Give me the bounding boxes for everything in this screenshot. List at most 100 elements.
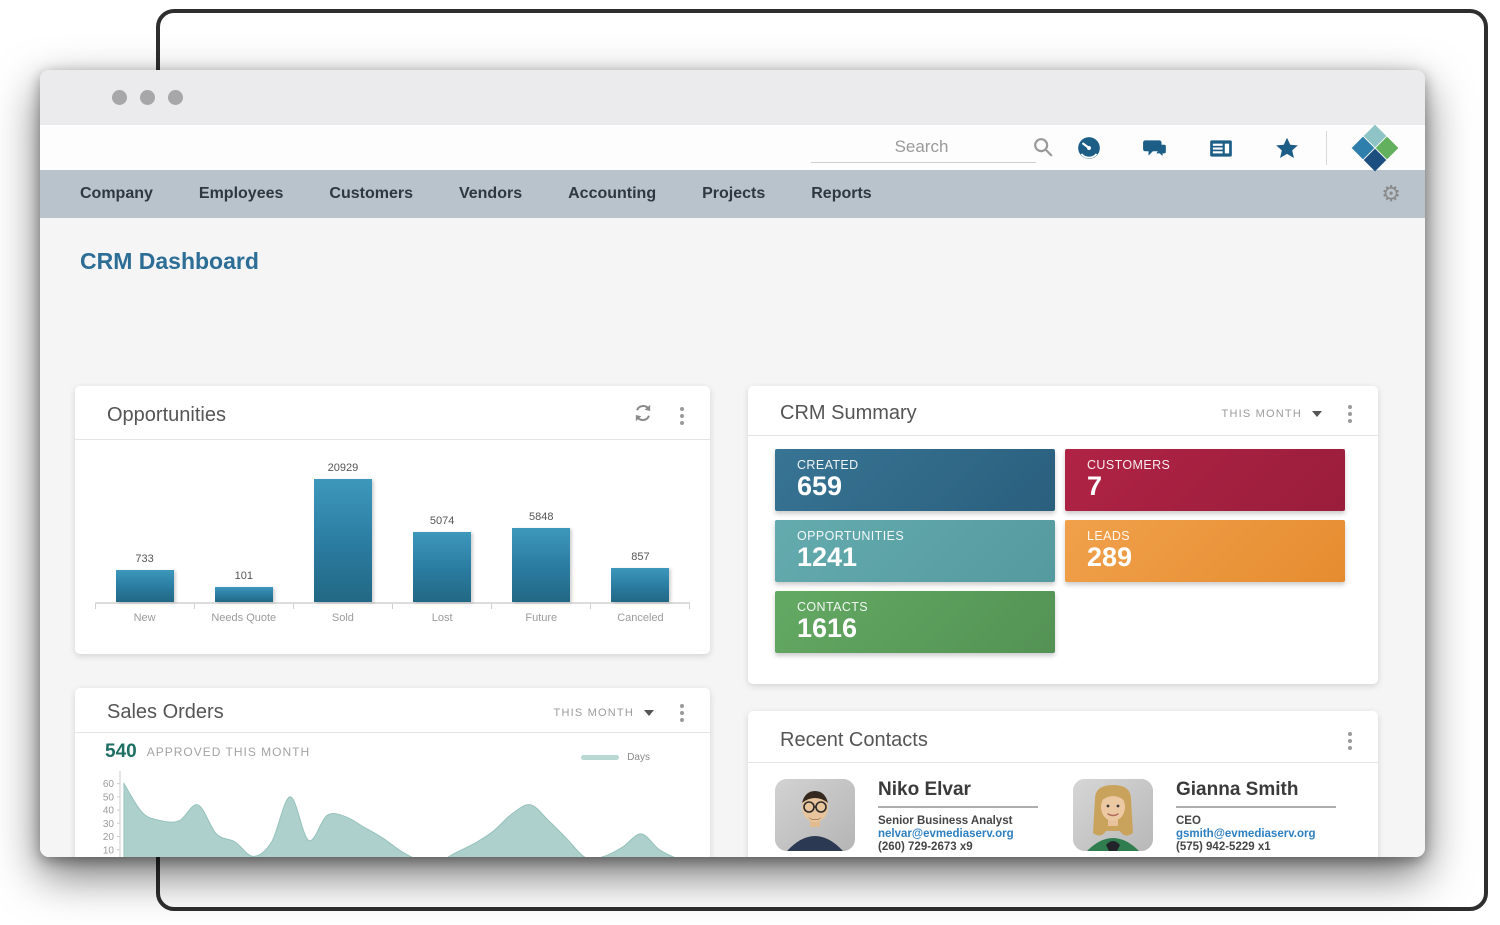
period-dropdown[interactable]: THIS MONTH xyxy=(554,707,654,719)
category-label: Sold xyxy=(331,612,354,624)
contact-item: Gianna Smith CEO gsmith@evmediaserv.org … xyxy=(1073,779,1371,853)
search-icon[interactable] xyxy=(1032,134,1054,160)
bar xyxy=(313,479,372,602)
window-control-dot[interactable] xyxy=(140,90,155,105)
category-label: New xyxy=(133,612,156,624)
area-chart-svg: 1020304050601234567891011121314151617181… xyxy=(103,771,675,857)
category-label: Needs Quote xyxy=(211,612,277,624)
category-label: Future xyxy=(525,612,558,624)
bar xyxy=(115,570,174,602)
tile-created[interactable]: CREATED 659 xyxy=(775,449,1055,511)
bar xyxy=(611,568,670,602)
legend-swatch xyxy=(581,754,620,760)
menu-item-reports[interactable]: Reports xyxy=(811,185,872,202)
kebab-menu-icon[interactable] xyxy=(676,405,688,427)
chat-icon[interactable] xyxy=(1142,135,1168,161)
recent-contacts-title: Recent Contacts xyxy=(780,729,928,751)
topbar-divider xyxy=(1326,130,1327,165)
bar-value-label: 5848 xyxy=(529,511,554,523)
bar-slot: 20929 xyxy=(293,462,392,602)
opportunities-bar-chart: 733 101 20929 5074 5848 857 New Needs Quote Sol… xyxy=(75,440,710,624)
recent-contacts-card: Recent Contacts Niko Elvar Senior Busin xyxy=(748,711,1378,857)
tile-leads[interactable]: LEADS 289 xyxy=(1065,520,1345,582)
bar-slot: 101 xyxy=(194,570,293,602)
area-series xyxy=(123,781,675,857)
tile-value: 7 xyxy=(1087,471,1103,501)
tile-value: 659 xyxy=(797,471,843,501)
news-icon[interactable] xyxy=(1208,135,1234,161)
x-axis xyxy=(95,602,690,609)
tile-customers[interactable]: CUSTOMERS 7 xyxy=(1065,449,1345,511)
menu-item-vendors[interactable]: Vendors xyxy=(458,185,523,202)
window-control-dot[interactable] xyxy=(168,90,183,105)
bar-slot: 5848 xyxy=(492,511,591,602)
menu-item-projects[interactable]: Projects xyxy=(702,185,766,202)
window-titlebar xyxy=(40,70,1425,125)
menu-item-accounting[interactable]: Accounting xyxy=(568,185,657,202)
search-field[interactable] xyxy=(811,133,1053,163)
bar-value-label: 733 xyxy=(135,553,154,565)
period-label: THIS MONTH xyxy=(553,706,634,719)
opportunities-card: Opportunities 733 101 20929 5074 5848 857 New… xyxy=(75,386,710,654)
chevron-down-icon xyxy=(644,709,654,716)
bar-value-label: 5074 xyxy=(429,515,455,527)
tile-value: 1241 xyxy=(797,542,858,572)
bar-value-label: 101 xyxy=(234,570,253,582)
svg-text:50: 50 xyxy=(103,792,115,803)
menu-item-company[interactable]: Company xyxy=(80,185,153,202)
category-label: Lost xyxy=(431,612,453,624)
crm-summary-card: CRM Summary THIS MONTH CREATED 659 xyxy=(748,386,1378,684)
approved-label: APPROVED THIS MONTH xyxy=(146,745,311,759)
chevron-down-icon xyxy=(1312,410,1322,417)
crm-summary-title: CRM Summary xyxy=(780,402,917,424)
bar-value-label: 20929 xyxy=(327,462,359,474)
contact-email-link[interactable]: nelvar@evmediaserv.org xyxy=(878,828,1014,840)
gear-icon[interactable]: ⚙ xyxy=(1381,181,1401,206)
svg-text:10: 10 xyxy=(103,845,115,856)
menu-item-employees[interactable]: Employees xyxy=(198,185,284,202)
app-topbar xyxy=(40,124,1425,171)
app-logo[interactable] xyxy=(1351,124,1399,171)
tile-contacts[interactable]: CONTACTS 1616 xyxy=(775,591,1055,653)
sales-orders-area-chart: 1020304050601234567891011121314151617181… xyxy=(75,763,710,857)
sales-orders-title: Sales Orders xyxy=(107,701,224,723)
star-icon[interactable] xyxy=(1274,135,1300,161)
sales-orders-card: Sales Orders THIS MONTH 540 APPROVED THI… xyxy=(75,688,710,857)
menu-item-customers[interactable]: Customers xyxy=(329,185,413,202)
bar-slot: 733 xyxy=(95,553,194,602)
bar-slot: 857 xyxy=(591,551,690,602)
tile-label: CREATED xyxy=(797,458,859,472)
contact-role: CEO xyxy=(1176,815,1201,827)
dashboard-gauge-icon[interactable] xyxy=(1076,135,1102,161)
summary-tiles: CREATED 659 CUSTOMERS 7 OPPORTUNITIES 12… xyxy=(775,449,1378,653)
legend-label: Days xyxy=(627,751,650,763)
opportunities-title: Opportunities xyxy=(107,404,226,426)
svg-text:30: 30 xyxy=(103,819,115,830)
tile-label: CUSTOMERS xyxy=(1087,458,1171,472)
category-label: Canceled xyxy=(617,612,664,624)
kebab-menu-icon[interactable] xyxy=(676,702,688,724)
contact-phone: (260) 729-2673 x9 xyxy=(878,841,973,853)
tile-opportunities[interactable]: OPPORTUNITIES 1241 xyxy=(775,520,1055,582)
svg-text:60: 60 xyxy=(103,779,115,790)
divider xyxy=(878,806,1038,808)
dashboard-content: CRM Dashboard Opportunities 733 101 20929 5… xyxy=(40,218,1425,857)
chart-legend: Days xyxy=(581,752,650,763)
bar-value-label: 857 xyxy=(631,551,650,563)
svg-text:20: 20 xyxy=(103,832,115,843)
kebab-menu-icon[interactable] xyxy=(1344,730,1356,752)
refresh-icon[interactable] xyxy=(632,402,654,429)
search-input[interactable] xyxy=(811,137,1032,157)
contact-photo xyxy=(1073,779,1153,851)
tile-value: 289 xyxy=(1087,542,1133,572)
bar xyxy=(512,528,571,602)
window-control-dot[interactable] xyxy=(112,90,127,105)
contact-email-link[interactable]: gsmith@evmediaserv.org xyxy=(1176,828,1316,840)
period-dropdown[interactable]: THIS MONTH xyxy=(1222,408,1322,420)
topbar-icons xyxy=(1076,135,1300,161)
kebab-menu-icon[interactable] xyxy=(1344,403,1356,425)
tile-label: LEADS xyxy=(1087,529,1130,543)
tile-label: OPPORTUNITIES xyxy=(797,529,905,543)
browser-window: Company Employees Customers Vendors Acco… xyxy=(40,70,1425,857)
